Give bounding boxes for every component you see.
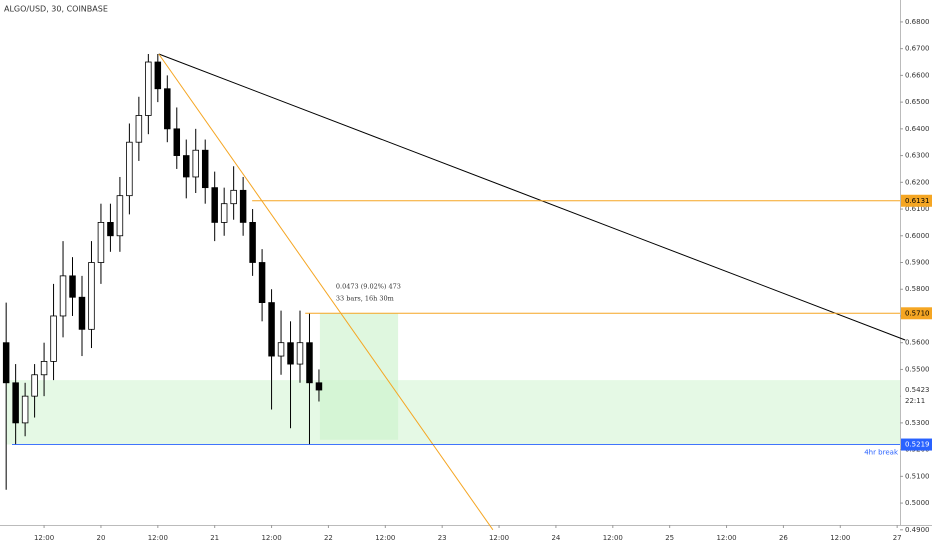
x-tick-label: 12:00	[603, 534, 623, 542]
y-tick-label: 0.6400	[905, 125, 930, 133]
x-tick-label: 24	[551, 534, 560, 542]
x-tick-label: 20	[96, 534, 105, 542]
candle-body	[21, 395, 29, 424]
y-tick-label: 0.6000	[905, 232, 930, 240]
x-tick-label: 27	[893, 534, 902, 542]
candle-body	[12, 382, 19, 424]
candle-body	[173, 128, 181, 156]
y-tick-label: 0.6700	[905, 45, 930, 53]
candle-body	[258, 262, 266, 303]
candle-body	[78, 296, 86, 330]
candle-body	[230, 189, 237, 205]
x-tick-label: 12:00	[34, 534, 54, 542]
candle-body	[88, 262, 95, 330]
candle-body	[239, 189, 247, 223]
candle-body	[40, 361, 48, 376]
measure-label: 33 bars, 16h 30m	[336, 294, 394, 302]
x-tick-label: 12:00	[716, 534, 736, 542]
y-tick-label: 0.5800	[905, 285, 930, 293]
candle-body	[315, 382, 323, 391]
x-tick-label: 21	[210, 534, 219, 542]
candle-body	[97, 222, 105, 263]
level-tag	[901, 194, 932, 207]
last-price-tag	[901, 384, 932, 409]
y-tick-label: 0.6200	[905, 178, 930, 186]
x-tick-label: 23	[438, 534, 447, 542]
candle-body	[277, 342, 285, 357]
y-tick-label: 0.6600	[905, 71, 930, 79]
candle-body	[107, 222, 114, 237]
trendline	[158, 53, 494, 531]
candle-body	[59, 275, 67, 317]
y-tick-label: 0.4900	[905, 526, 930, 534]
candle-body	[183, 155, 190, 178]
candle-body	[164, 88, 171, 130]
candle-body	[249, 222, 256, 263]
y-tick-label: 0.5900	[905, 259, 930, 267]
candle-body	[220, 203, 228, 223]
candle-body	[145, 61, 152, 116]
support-label: 0.5219	[905, 441, 930, 449]
y-tick-label: 0.6100	[905, 205, 930, 213]
candle-body	[2, 342, 10, 384]
zone	[6, 380, 901, 445]
candle-body	[135, 115, 143, 143]
y-tick-label: 0.6800	[905, 18, 930, 26]
level-tag	[901, 307, 932, 320]
x-tick-label: 22	[324, 534, 333, 542]
x-tick-label: 12:00	[261, 534, 281, 542]
last-price-label: 0.5423	[905, 386, 930, 394]
y-tick-label: 0.6500	[905, 98, 930, 106]
measure-label: 0.0473 (9.02%) 473	[336, 282, 401, 290]
candle-body	[126, 141, 133, 197]
plot: 0.0473 (9.02%) 473 33 bars, 16h 30m 0.4900…	[2, 18, 932, 542]
y-tick-label: 0.5600	[905, 339, 930, 347]
level-label: 0.5710	[905, 309, 930, 317]
candle-body	[211, 187, 218, 223]
y-tick-label: 0.5000	[905, 499, 930, 507]
candle-body	[287, 342, 294, 365]
measure-box	[319, 313, 399, 440]
x-tick-label: 26	[779, 534, 788, 542]
x-tick-label: 12:00	[489, 534, 509, 542]
candle-body	[201, 149, 209, 189]
x-tick-label: 12:00	[148, 534, 168, 542]
y-tick-label: 0.5300	[905, 419, 930, 427]
y-tick-label: 0.5100	[905, 472, 930, 480]
candle-body	[306, 342, 313, 384]
candle-body	[31, 374, 38, 397]
y-tick-label: 0.5500	[905, 365, 930, 373]
countdown: 22:11	[905, 397, 925, 405]
x-tick-label: 25	[665, 534, 674, 542]
trendline	[158, 53, 906, 341]
candle-body	[268, 302, 275, 357]
candle-body	[50, 315, 57, 362]
candle-body	[69, 275, 76, 298]
candle-body	[154, 61, 162, 90]
x-tick-label: 12:00	[830, 534, 850, 542]
chart-title: ALGO/USD, 30, COINBASE	[4, 5, 108, 14]
candle-body	[296, 342, 304, 365]
level-label: 0.6131	[905, 197, 930, 205]
candle-body	[192, 149, 199, 178]
support-tag	[901, 438, 932, 451]
x-tick-label: 12:00	[375, 534, 395, 542]
support-note: 4hr break	[864, 449, 899, 457]
y-tick-label: 0.6300	[905, 152, 930, 160]
candle-body	[116, 195, 124, 237]
